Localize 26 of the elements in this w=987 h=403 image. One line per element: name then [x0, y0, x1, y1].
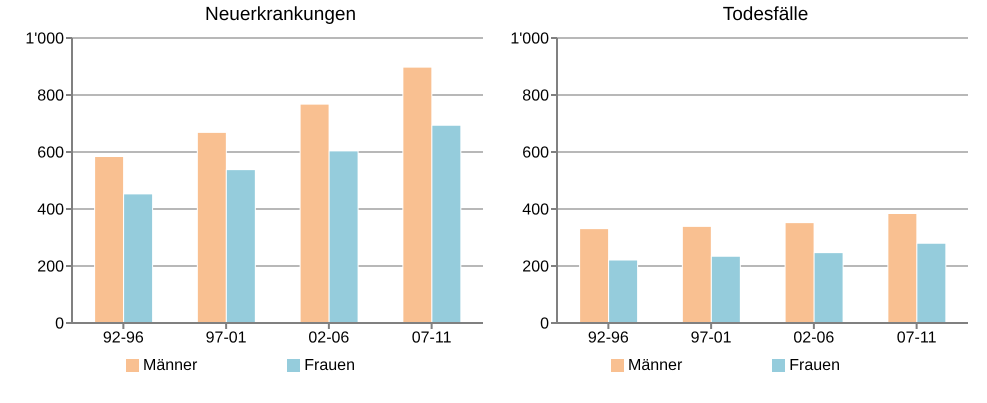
- y-tick-label: 400: [37, 202, 64, 219]
- y-tick-label: 800: [37, 88, 64, 105]
- y-tick-label: 800: [522, 88, 550, 105]
- x-tick-label: 97-01: [690, 329, 732, 346]
- y-tick-label: 0: [55, 316, 64, 333]
- legend-label: Männer: [143, 357, 198, 374]
- x-tick-label: 92-96: [102, 329, 144, 346]
- legend-label: Männer: [628, 357, 682, 374]
- y-tick-label: 200: [522, 258, 550, 276]
- y-tick-label: 1'000: [510, 30, 550, 48]
- x-tick-label: 02-06: [308, 329, 350, 346]
- chart-title: Todesfälle: [722, 3, 810, 27]
- y-tick-label: 600: [522, 144, 550, 162]
- legend-label: Frauen: [304, 357, 355, 374]
- y-tick-label: 400: [522, 202, 550, 219]
- x-tick-label: 07-11: [896, 329, 937, 346]
- x-tick-label: 97-01: [206, 329, 247, 346]
- x-tick-label: 07-11: [412, 329, 452, 346]
- chart-title: Neuerkrankungen: [204, 3, 358, 27]
- y-tick-label: 0: [540, 316, 550, 333]
- y-tick-label: 600: [37, 144, 64, 162]
- legend-label: Frauen: [789, 357, 840, 374]
- x-tick-label: 92-96: [588, 329, 629, 346]
- y-tick-label: 1'000: [25, 30, 64, 48]
- x-tick-label: 02-06: [793, 329, 834, 346]
- y-tick-label: 200: [37, 258, 64, 276]
